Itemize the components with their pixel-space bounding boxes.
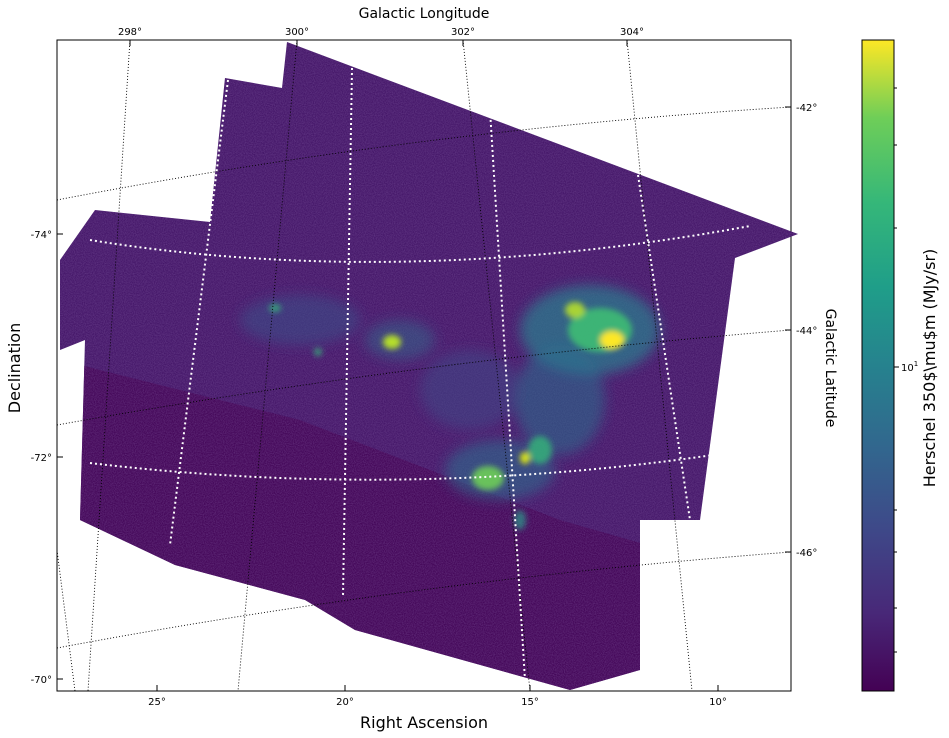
- colorbar-tick-10: 101: [901, 360, 918, 374]
- colorbar: 101 Herschel 350$\mu$m (MJy/sr): [861, 39, 939, 692]
- glat-tick-46: -46°: [796, 548, 817, 559]
- dec-tick-72: -72°: [31, 453, 52, 464]
- glon-tick-304: 304°: [620, 27, 644, 38]
- ra-tick-20: 20°: [336, 697, 354, 708]
- right-tick-labels: -42° -44° -46°: [796, 103, 817, 559]
- dec-tick-70: -70°: [31, 675, 52, 686]
- glon-tick-298: 298°: [118, 27, 142, 38]
- colorbar-gradient: [861, 39, 895, 692]
- glon-tick-302: 302°: [451, 27, 475, 38]
- ra-tick-15: 15°: [521, 697, 539, 708]
- top-tick-labels: 298° 300° 302° 304°: [118, 27, 644, 38]
- ra-tick-25: 25°: [148, 697, 166, 708]
- right-axis-title: Galactic Latitude: [822, 309, 838, 428]
- dec-tick-74: -74°: [31, 230, 52, 241]
- glat-tick-42: -42°: [796, 103, 817, 114]
- top-axis-title: Galactic Longitude: [359, 6, 490, 22]
- tick-marks: [57, 40, 791, 691]
- galactic-grid: [56, 39, 792, 692]
- left-tick-labels: -74° -72° -70°: [31, 230, 52, 686]
- glat-tick-44: -44°: [796, 326, 817, 337]
- bottom-tick-labels: 25° 20° 15° 10°: [148, 697, 727, 708]
- ra-tick-10: 10°: [709, 697, 727, 708]
- equatorial-grid: [89, 67, 751, 681]
- left-axis-title: Declination: [5, 323, 24, 413]
- bottom-axis-title: Right Ascension: [360, 713, 488, 732]
- glon-tick-300: 300°: [285, 27, 309, 38]
- colorbar-label: Herschel 350$\mu$m (MJy/sr): [920, 249, 939, 488]
